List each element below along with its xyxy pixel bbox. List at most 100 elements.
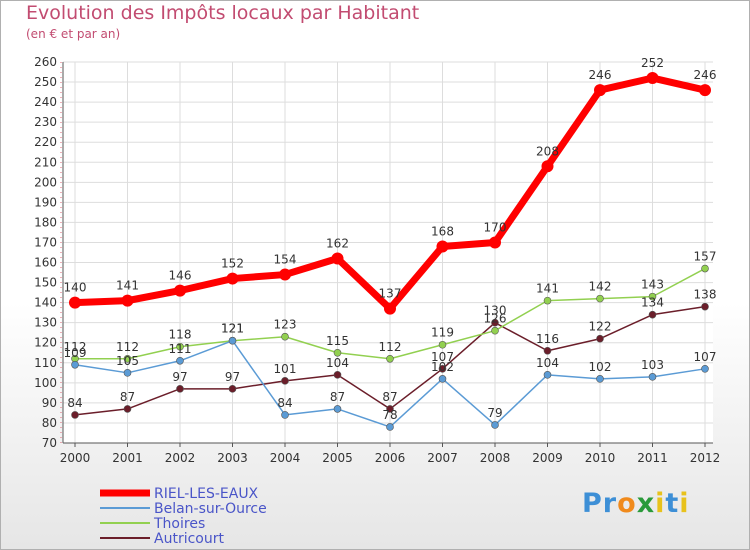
data-point-1-2008 bbox=[491, 421, 499, 429]
data-point-2-2004 bbox=[281, 332, 289, 341]
data-point-2-2001 bbox=[123, 354, 132, 363]
data-label-1-2010: 102 bbox=[589, 360, 612, 374]
y-tick-label-190: 190 bbox=[34, 195, 57, 209]
data-point-0-2006 bbox=[384, 302, 396, 315]
data-point-1-2000 bbox=[71, 360, 79, 369]
data-label-0-2007: 168 bbox=[431, 224, 454, 238]
x-tick-label-2005: 2005 bbox=[322, 451, 353, 465]
data-label-3-2010: 122 bbox=[589, 320, 612, 334]
data-point-1-2001 bbox=[123, 369, 132, 377]
data-point-3-2006 bbox=[386, 405, 394, 413]
data-point-0-2002 bbox=[174, 284, 186, 297]
data-point-3-2011 bbox=[648, 310, 657, 319]
x-tick-label-2009: 2009 bbox=[532, 451, 563, 465]
y-tick-label-110: 110 bbox=[34, 356, 57, 370]
logo-letter-3: x bbox=[636, 488, 656, 519]
data-label-1-2002: 111 bbox=[169, 342, 192, 356]
y-tick-label-230: 230 bbox=[34, 115, 57, 129]
data-label-2-2005: 115 bbox=[326, 334, 349, 348]
data-label-1-2011: 103 bbox=[641, 358, 664, 372]
data-point-1-2006 bbox=[386, 423, 394, 431]
data-point-3-2004 bbox=[281, 377, 289, 385]
data-point-0-2003 bbox=[226, 272, 239, 285]
x-tick-label-2002: 2002 bbox=[165, 451, 196, 465]
x-tick-label-2010: 2010 bbox=[585, 451, 616, 465]
logo-letter-4: i bbox=[655, 488, 666, 519]
legend-label-3: Autricourt bbox=[154, 531, 224, 547]
data-label-2-2010: 142 bbox=[589, 280, 612, 294]
data-label-3-2011: 134 bbox=[641, 296, 664, 310]
x-tick-label-2003: 2003 bbox=[217, 451, 248, 465]
data-label-1-2001: 105 bbox=[116, 354, 139, 368]
data-point-3-2002 bbox=[176, 385, 184, 393]
y-tick-label-220: 220 bbox=[34, 135, 57, 149]
data-label-3-2001: 87 bbox=[120, 390, 135, 404]
data-label-0-2003: 152 bbox=[221, 257, 244, 271]
y-tick-label-180: 180 bbox=[34, 215, 57, 229]
data-label-3-2004: 101 bbox=[274, 362, 297, 376]
data-label-0-2000: 140 bbox=[64, 281, 87, 295]
y-tick-label-240: 240 bbox=[34, 95, 57, 109]
data-point-2-2010 bbox=[596, 294, 604, 303]
data-point-0-2008 bbox=[489, 236, 501, 249]
data-label-1-2000: 109 bbox=[64, 346, 87, 360]
data-point-3-2003 bbox=[228, 385, 237, 393]
data-label-3-2003: 97 bbox=[225, 370, 240, 384]
data-point-2-2006 bbox=[386, 354, 394, 363]
y-tick-label-260: 260 bbox=[34, 55, 57, 69]
data-point-1-2004 bbox=[281, 411, 289, 419]
data-label-0-2005: 162 bbox=[326, 237, 349, 251]
data-label-2-2000: 112 bbox=[64, 340, 87, 354]
x-tick-label-2004: 2004 bbox=[270, 451, 301, 465]
y-tick-label-150: 150 bbox=[34, 276, 57, 290]
data-label-2-2008: 126 bbox=[484, 312, 507, 326]
data-label-2-2002: 118 bbox=[169, 328, 192, 342]
data-point-3-2010 bbox=[596, 334, 604, 343]
data-label-3-2005: 104 bbox=[326, 356, 349, 370]
x-tick-label-2007: 2007 bbox=[427, 451, 458, 465]
y-tick-label-70: 70 bbox=[42, 436, 57, 450]
data-point-0-2010 bbox=[594, 84, 606, 97]
data-point-0-2007 bbox=[436, 240, 449, 253]
x-tick-label-2006: 2006 bbox=[375, 451, 406, 465]
data-label-0-2010: 246 bbox=[589, 68, 612, 82]
x-tick-label-2011: 2011 bbox=[637, 451, 668, 465]
data-label-3-2007: 107 bbox=[431, 350, 454, 364]
data-label-1-2012: 107 bbox=[694, 350, 717, 364]
y-tick-label-200: 200 bbox=[34, 175, 57, 189]
data-point-2-2011 bbox=[648, 292, 657, 301]
data-label-1-2004: 84 bbox=[277, 396, 292, 410]
data-label-0-2004: 154 bbox=[274, 253, 297, 267]
data-point-0-2012 bbox=[699, 84, 711, 97]
data-point-3-2008 bbox=[491, 318, 499, 327]
data-label-1-2008: 79 bbox=[487, 406, 502, 420]
data-point-3-2009 bbox=[543, 346, 552, 355]
data-label-0-2012: 246 bbox=[694, 68, 717, 82]
data-point-2-2007 bbox=[438, 340, 447, 349]
data-point-0-2011 bbox=[646, 72, 659, 85]
data-label-3-2000: 84 bbox=[67, 396, 82, 410]
logo-letter-5: t bbox=[665, 488, 680, 519]
data-point-3-2012 bbox=[701, 302, 709, 311]
data-label-3-2002: 97 bbox=[172, 370, 187, 384]
data-point-1-2003 bbox=[228, 336, 237, 345]
data-label-2-2007: 119 bbox=[431, 326, 454, 340]
data-label-2-2003: 121 bbox=[221, 322, 244, 336]
data-point-1-2010 bbox=[596, 375, 604, 383]
y-tick-label-160: 160 bbox=[34, 256, 57, 270]
data-point-2-2002 bbox=[176, 342, 184, 351]
data-point-2-2008 bbox=[491, 326, 499, 335]
data-label-0-2008: 170 bbox=[484, 220, 507, 234]
x-tick-label-2008: 2008 bbox=[480, 451, 511, 465]
data-label-0-2009: 208 bbox=[536, 144, 559, 158]
y-tick-label-100: 100 bbox=[34, 376, 57, 390]
data-label-2-2001: 112 bbox=[116, 340, 139, 354]
data-label-0-2011: 252 bbox=[641, 56, 664, 70]
x-tick-label-2001: 2001 bbox=[112, 451, 143, 465]
y-tick-label-120: 120 bbox=[34, 336, 57, 350]
logo-letter-1: r bbox=[602, 488, 618, 519]
data-point-3-2005 bbox=[333, 371, 342, 379]
y-tick-label-130: 130 bbox=[34, 316, 57, 330]
y-tick-label-90: 90 bbox=[42, 396, 57, 410]
